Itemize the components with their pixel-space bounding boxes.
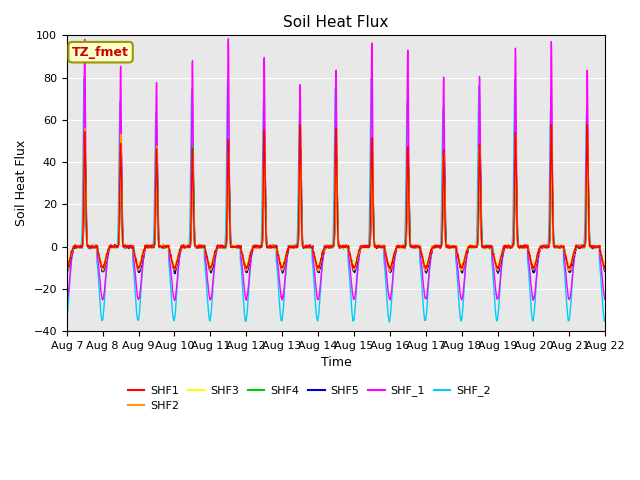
Text: TZ_fmet: TZ_fmet	[72, 46, 129, 59]
SHF_1	[554, 244, 562, 250]
SHF_1	[569, 267, 577, 273]
SHF_2	[493, 318, 500, 324]
SHF3	[364, 243, 371, 249]
SHF1	[493, 264, 500, 270]
SHF1	[569, 253, 577, 259]
SHF2	[351, 264, 359, 270]
SHF_1	[213, 244, 221, 250]
SHF_2	[569, 269, 577, 275]
SHF3	[493, 262, 500, 267]
Y-axis label: Soil Heat Flux: Soil Heat Flux	[15, 140, 28, 227]
X-axis label: Time: Time	[321, 357, 351, 370]
SHF2	[386, 268, 394, 274]
SHF1	[63, 265, 70, 271]
SHF4	[602, 264, 609, 269]
SHF3	[554, 244, 562, 250]
SHF_2	[63, 316, 70, 322]
SHF_2	[352, 300, 360, 305]
SHF5	[352, 267, 360, 273]
SHF5	[569, 257, 577, 263]
SHF2	[548, 126, 556, 132]
SHF3	[350, 264, 358, 270]
SHF1	[547, 121, 555, 127]
SHF5	[602, 268, 609, 274]
SHF_1	[364, 244, 371, 250]
SHF4	[493, 264, 500, 269]
SHF_2	[213, 245, 221, 251]
SHF5	[554, 245, 562, 251]
SHF4	[554, 243, 562, 249]
Line: SHF5: SHF5	[67, 147, 605, 274]
SHF1	[363, 244, 371, 250]
SHF2	[213, 246, 221, 252]
SHF3	[260, 145, 268, 151]
SHF3	[213, 244, 221, 250]
SHF2	[63, 268, 70, 274]
SHF_1	[493, 294, 500, 300]
SHF4	[63, 264, 70, 270]
SHF1	[351, 263, 359, 269]
SHF2	[363, 245, 371, 251]
SHF4	[352, 262, 360, 267]
SHF_2	[364, 243, 371, 249]
SHF_2	[386, 319, 394, 325]
SHF5	[171, 271, 179, 276]
SHF3	[352, 258, 360, 264]
SHF5	[214, 242, 221, 248]
SHF_2	[602, 316, 609, 322]
SHF5	[493, 268, 500, 274]
Line: SHF1: SHF1	[67, 124, 605, 269]
SHF2	[569, 253, 577, 259]
SHF5	[117, 144, 125, 150]
SHF_1	[225, 36, 232, 42]
Legend: SHF1, SHF2, SHF3, SHF4, SHF5, SHF_1, SHF_2: SHF1, SHF2, SHF3, SHF4, SHF5, SHF_1, SHF…	[124, 381, 495, 416]
SHF_1	[602, 296, 609, 302]
SHF3	[569, 252, 577, 258]
SHF2	[554, 243, 562, 249]
SHF4	[351, 266, 358, 272]
SHF_1	[352, 286, 360, 291]
SHF2	[493, 265, 500, 271]
Title: Soil Heat Flux: Soil Heat Flux	[284, 15, 388, 30]
Line: SHF2: SHF2	[67, 129, 605, 271]
Line: SHF4: SHF4	[67, 146, 605, 269]
SHF1	[387, 266, 394, 272]
SHF5	[63, 270, 70, 276]
SHF_2	[81, 75, 88, 81]
SHF_1	[63, 296, 70, 301]
SHF4	[213, 244, 221, 250]
Line: SHF3: SHF3	[67, 148, 605, 267]
SHF1	[602, 265, 609, 271]
Line: SHF_1: SHF_1	[67, 39, 605, 300]
SHF4	[189, 144, 196, 149]
SHF3	[602, 263, 609, 268]
SHF3	[63, 264, 70, 270]
SHF5	[364, 242, 371, 248]
SHF_2	[554, 243, 562, 249]
SHF4	[569, 253, 577, 259]
Line: SHF_2: SHF_2	[67, 78, 605, 322]
SHF4	[364, 243, 371, 249]
SHF_1	[171, 298, 179, 303]
SHF1	[554, 244, 562, 250]
SHF1	[213, 244, 221, 250]
SHF2	[602, 267, 609, 273]
